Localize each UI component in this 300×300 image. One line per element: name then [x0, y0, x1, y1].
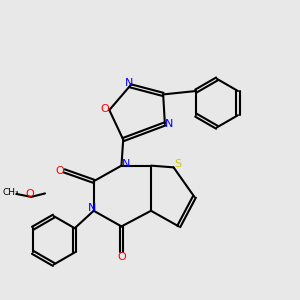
Text: N: N — [122, 159, 130, 169]
Text: O: O — [25, 189, 34, 199]
Text: O: O — [56, 166, 64, 176]
Text: N: N — [165, 119, 173, 129]
Text: CH₃: CH₃ — [2, 188, 19, 197]
Text: N: N — [124, 78, 133, 88]
Text: O: O — [100, 103, 109, 114]
Text: S: S — [174, 159, 182, 170]
Text: N: N — [88, 203, 96, 213]
Text: O: O — [117, 252, 126, 262]
